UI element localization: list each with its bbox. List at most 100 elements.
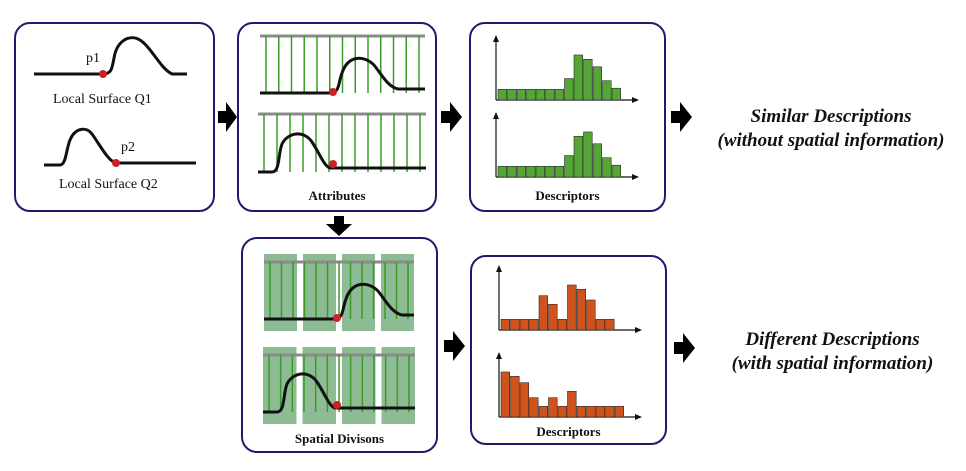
histogram-x-arrowhead xyxy=(632,97,639,103)
keypoint-marker xyxy=(329,160,337,168)
histogram-bar xyxy=(557,405,567,418)
histogram-similar-2 xyxy=(493,112,639,180)
spatial-divisions-top-diagram xyxy=(264,254,414,331)
histogram-different-2 xyxy=(496,352,642,420)
histogram-bar xyxy=(564,78,574,101)
histogram-bar xyxy=(510,318,520,331)
point-p2-marker xyxy=(112,159,120,167)
histogram-bar xyxy=(592,143,602,178)
histogram-bar xyxy=(519,318,529,331)
histogram-y-arrowhead xyxy=(493,112,499,119)
keypoint-marker xyxy=(329,88,337,96)
histogram-y-arrowhead xyxy=(496,265,502,272)
histogram-bar xyxy=(516,88,526,101)
histogram-bar xyxy=(576,288,586,331)
histogram-bar xyxy=(592,66,602,101)
histogram-bar xyxy=(573,54,583,101)
keypoint-marker xyxy=(333,401,341,409)
histogram-different-1 xyxy=(496,265,642,333)
histogram-x-arrowhead xyxy=(635,414,642,420)
histogram-bar xyxy=(529,397,539,418)
histogram-bar xyxy=(535,165,545,178)
histogram-bar xyxy=(538,405,548,418)
histogram-bar xyxy=(586,405,596,418)
point-p1-marker xyxy=(99,70,107,78)
histogram-y-arrowhead xyxy=(496,352,502,359)
attributes-top-diagram xyxy=(260,34,425,96)
surface-curve xyxy=(263,372,415,414)
histogram-bar xyxy=(500,371,510,418)
histogram-x-arrowhead xyxy=(635,327,642,333)
attributes-bottom-diagram xyxy=(258,112,426,174)
point-p2-label: p2 xyxy=(121,140,135,155)
histogram-bar xyxy=(567,390,577,418)
descriptors-bottom-caption: Descriptors xyxy=(536,424,601,439)
histogram-bar xyxy=(611,87,621,101)
surface-q2-curve xyxy=(44,127,196,167)
histogram-bar xyxy=(545,88,555,101)
spatial-division-cell xyxy=(381,347,415,424)
different-descriptions-subtitle: (with spatial information) xyxy=(731,353,934,374)
histogram-bar xyxy=(535,88,545,101)
surface-curve xyxy=(258,132,426,174)
attributes-caption: Attributes xyxy=(308,188,366,203)
histogram-bar xyxy=(573,135,583,178)
histogram-bar xyxy=(564,155,574,178)
histogram-bar xyxy=(595,405,605,418)
histogram-bar xyxy=(576,405,586,418)
histogram-x-arrowhead xyxy=(632,174,639,180)
surface-curve xyxy=(264,282,414,321)
histogram-bar xyxy=(611,164,621,178)
point-p1-label: p1 xyxy=(86,51,100,66)
histogram-bar xyxy=(583,131,593,178)
panel-attributes xyxy=(237,22,437,212)
arrow-attributes-to-spatial xyxy=(326,216,352,236)
arrow-attributes-to-descriptors xyxy=(441,102,462,132)
histogram-bar xyxy=(545,165,555,178)
panel-descriptors-top xyxy=(469,22,666,212)
different-descriptions-title: Different Descriptions xyxy=(745,329,920,350)
spatial-division-cell xyxy=(381,254,414,331)
histogram-bar xyxy=(538,295,548,331)
surface-q2-label: Local Surface Q2 xyxy=(59,177,158,192)
histogram-bar xyxy=(507,165,517,178)
arrow-spatial-to-descriptors xyxy=(444,331,465,361)
spatial-division-cell xyxy=(342,347,376,424)
histogram-bar xyxy=(602,157,612,178)
histogram-bar xyxy=(567,284,577,331)
histogram-bar xyxy=(526,88,536,101)
surface-q1-curve xyxy=(34,36,187,76)
surface-curve xyxy=(260,56,425,95)
histogram-bar xyxy=(554,88,564,101)
histogram-bar xyxy=(497,88,507,101)
histogram-bar xyxy=(586,299,596,331)
arrow-descriptors-to-different xyxy=(674,333,695,363)
histogram-bar xyxy=(554,165,564,178)
keypoint-marker xyxy=(333,314,341,322)
surface-q1-label: Local Surface Q1 xyxy=(53,92,152,107)
histogram-bar xyxy=(510,375,520,418)
histogram-bar xyxy=(595,318,605,331)
histogram-bar xyxy=(526,165,536,178)
arrow-descriptors-to-similar xyxy=(671,102,692,132)
different-descriptions-text: Different Descriptions (with spatial inf… xyxy=(705,328,960,376)
histogram-bar xyxy=(548,397,558,418)
histogram-bar xyxy=(602,80,612,101)
histogram-bar xyxy=(519,382,529,418)
histogram-bar xyxy=(500,318,510,331)
histogram-bar xyxy=(507,88,517,101)
similar-descriptions-title: Similar Descriptions xyxy=(750,106,912,127)
descriptors-top-caption: Descriptors xyxy=(535,188,600,203)
histogram-bar xyxy=(605,318,615,331)
similar-descriptions-text: Similar Descriptions (without spatial in… xyxy=(700,105,962,153)
histogram-bar xyxy=(583,58,593,101)
spatial-divisions-caption: Spatial Divisons xyxy=(294,431,385,446)
arrow-local-to-attributes xyxy=(218,102,237,132)
spatial-division-cell xyxy=(342,254,375,331)
similar-descriptions-subtitle: (without spatial information) xyxy=(717,130,945,151)
histogram-bar xyxy=(614,405,624,418)
histogram-bar xyxy=(557,318,567,331)
histogram-bar xyxy=(497,165,507,178)
